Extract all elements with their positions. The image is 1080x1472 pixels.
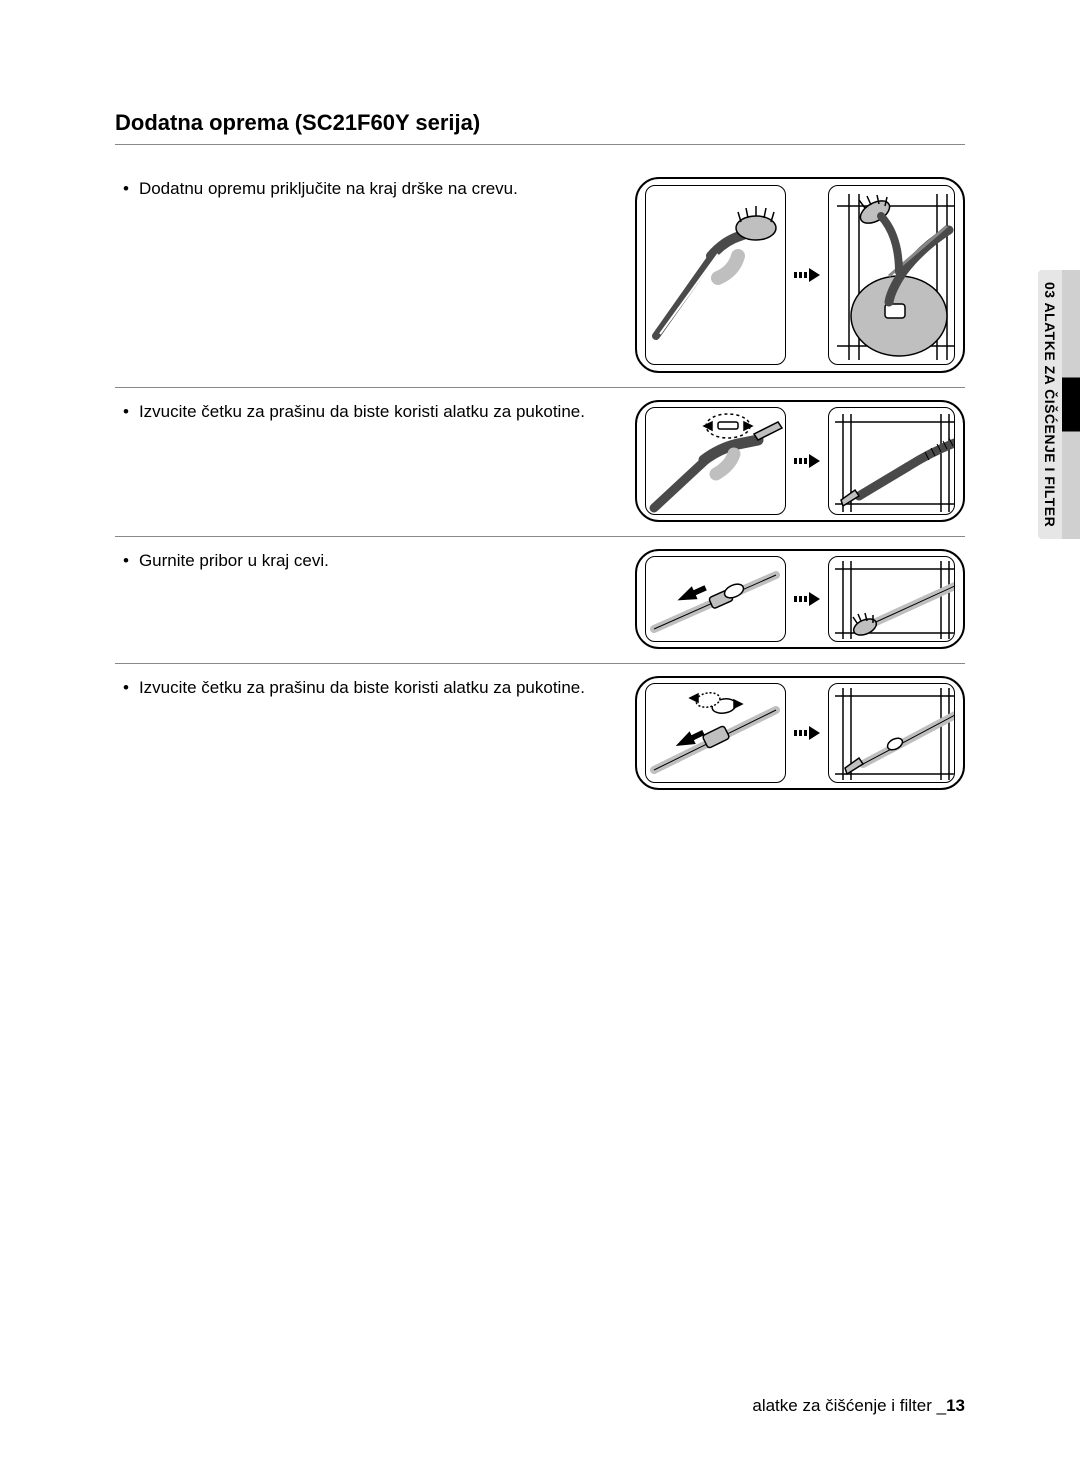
page-footer: alatke za čišćenje i filter _13	[752, 1396, 965, 1416]
bullet-icon: •	[123, 676, 129, 700]
bullet-text: • Gurnite pribor u kraj cevi.	[115, 549, 619, 573]
item-text: Izvucite četku za prašinu da biste koris…	[139, 400, 585, 424]
item-text: Dodatnu opremu priključite na kraj drške…	[139, 177, 518, 201]
item-row: • Dodatnu opremu priključite na kraj drš…	[115, 165, 965, 388]
illustration	[635, 676, 965, 790]
item-row: • Izvucite četku za prašinu da biste kor…	[115, 388, 965, 537]
illustration	[635, 177, 965, 373]
item-row: • Izvucite četku za prašinu da biste kor…	[115, 664, 965, 804]
side-tab-marker	[1062, 270, 1080, 539]
bullet-text: • Dodatnu opremu priključite na kraj drš…	[115, 177, 619, 201]
item-row: • Gurnite pribor u kraj cevi.	[115, 537, 965, 664]
item-text: Izvucite četku za prašinu da biste koris…	[139, 676, 585, 700]
bullet-text: • Izvucite četku za prašinu da biste kor…	[115, 676, 619, 700]
footer-text: alatke za čišćenje i filter _	[752, 1396, 946, 1415]
illustration	[635, 549, 965, 649]
bullet-icon: •	[123, 400, 129, 424]
bullet-icon: •	[123, 549, 129, 573]
illustration	[635, 400, 965, 522]
chapter-side-tab: 03 ALATKE ZA ČIŠĆENJE I FILTER	[1038, 270, 1080, 539]
page-number: 13	[946, 1396, 965, 1415]
bullet-text: • Izvucite četku za prašinu da biste kor…	[115, 400, 619, 424]
section-title: Dodatna oprema (SC21F60Y serija)	[115, 110, 965, 145]
side-tab-label: 03 ALATKE ZA ČIŠĆENJE I FILTER	[1038, 270, 1062, 539]
bullet-icon: •	[123, 177, 129, 201]
item-text: Gurnite pribor u kraj cevi.	[139, 549, 329, 573]
